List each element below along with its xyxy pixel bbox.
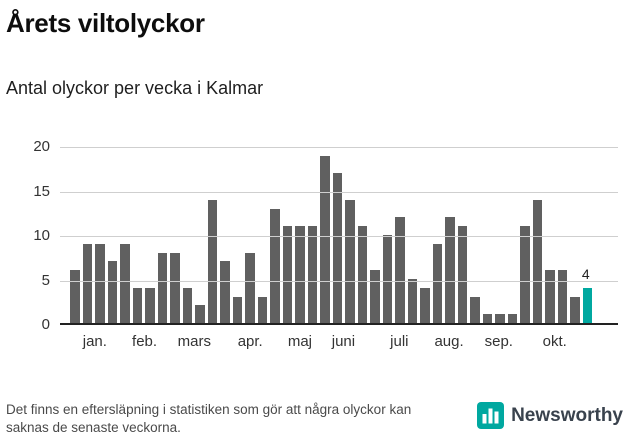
x-axis-month-label: okt. [542, 333, 567, 350]
gridline [60, 191, 618, 193]
newsworthy-logo-icon [477, 402, 505, 429]
bar [345, 199, 355, 323]
bar [495, 314, 505, 323]
x-axis-month-label: apr. [237, 333, 263, 350]
bar [207, 199, 217, 323]
x-axis-month-label: juni [331, 333, 356, 350]
bar [220, 261, 230, 323]
bar [120, 243, 130, 323]
gridline [60, 236, 618, 237]
bar [270, 208, 280, 323]
bar [357, 226, 367, 323]
x-axis-month-label: feb. [132, 333, 158, 350]
y-axis-tick-label: 10 [33, 227, 50, 244]
newsworthy-brand-name: Newsworthy [511, 404, 623, 426]
newsworthy-brand[interactable]: Newsworthy [477, 402, 623, 429]
bar [557, 270, 567, 323]
bar [320, 155, 330, 323]
x-axis-month-label: jan. [82, 333, 107, 350]
x-axis-month-label: maj [287, 333, 313, 350]
bar [182, 287, 192, 323]
bar [407, 279, 417, 323]
bar [520, 226, 530, 323]
bar-value-annotation: 4 [581, 266, 590, 283]
bar [245, 252, 255, 323]
bar [132, 287, 142, 323]
bar [282, 226, 292, 323]
bar-series [60, 147, 618, 323]
bar [82, 243, 92, 323]
bar [257, 296, 267, 323]
bar [395, 217, 405, 323]
footnote: Det finns en eftersläpning i statistiken… [6, 402, 412, 435]
bar [157, 252, 167, 323]
bar [420, 287, 430, 323]
bar [145, 287, 155, 323]
bar [532, 199, 542, 323]
gridline [60, 280, 618, 282]
x-axis: jan. feb. mars apr. maj juni juli aug. sep. okt. [60, 333, 618, 355]
x-axis-month-label: aug. [434, 333, 464, 350]
bar [445, 217, 455, 323]
bar [95, 243, 105, 323]
bar [70, 270, 80, 323]
chart-title: Årets viltolyckor [6, 8, 205, 38]
y-axis-tick-label: 5 [41, 271, 50, 289]
chart-subtitle: Antal olyckor per vecka i Kalmar [6, 78, 264, 98]
bar [232, 296, 242, 323]
x-axis-month-label: sep. [484, 333, 513, 350]
bar [170, 252, 180, 323]
bar [432, 243, 442, 323]
y-axis-tick-label: 15 [33, 182, 50, 200]
bar [457, 226, 467, 323]
plot-area: 4 [60, 147, 618, 325]
bar [482, 314, 492, 323]
bar [382, 235, 392, 323]
bar [545, 270, 555, 323]
y-axis: 0 5 10 15 20 [6, 138, 50, 333]
y-axis-tick-label: 0 [41, 316, 50, 333]
bar [570, 296, 580, 323]
bar [307, 226, 317, 323]
bar-current-week [582, 287, 592, 323]
bar [195, 305, 205, 323]
bar [107, 261, 117, 323]
bar [370, 270, 380, 323]
bar [470, 296, 480, 323]
bar [507, 314, 517, 323]
x-axis-month-label: mars [177, 333, 211, 350]
bar-chart: 0 5 10 15 20 4 jan. feb. mars apr. maj juni juli au… [6, 138, 622, 359]
bar [332, 173, 342, 323]
gridline [60, 147, 618, 148]
y-axis-tick-label: 20 [33, 138, 50, 155]
bar [295, 226, 305, 323]
x-axis-month-label: juli [390, 333, 409, 350]
